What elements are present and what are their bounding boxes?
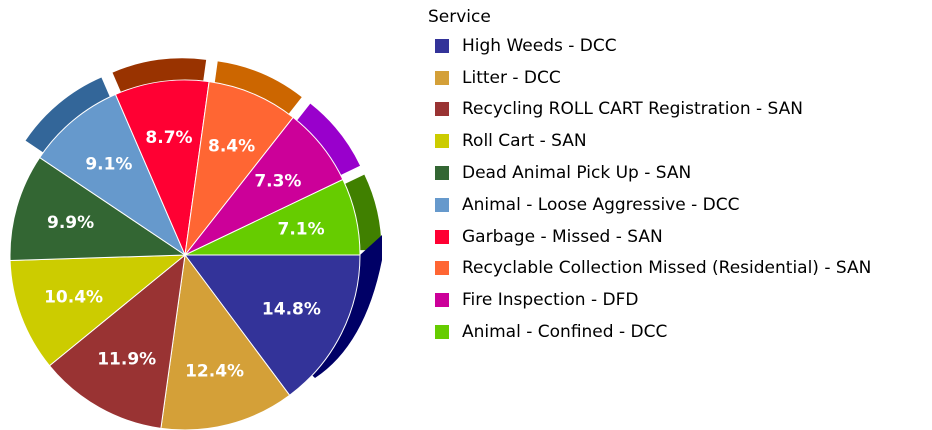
legend-title: Service bbox=[428, 7, 491, 27]
legend-swatch bbox=[435, 102, 449, 117]
legend-swatch bbox=[435, 261, 449, 276]
pie-slice-5 bbox=[9, 156, 187, 262]
pie-slice-label-6: 9.1% bbox=[85, 155, 132, 175]
legend-item: Fire Inspection - DFD bbox=[428, 284, 871, 316]
pie-slice-label-9: 7.3% bbox=[254, 172, 301, 192]
legend-items: High Weeds - DCC Litter - DCC Recycling RO… bbox=[428, 30, 871, 348]
legend-swatch bbox=[435, 197, 449, 212]
legend-swatch bbox=[435, 166, 449, 181]
pie-slice-7 bbox=[114, 79, 210, 257]
legend-item: Litter - DCC bbox=[428, 62, 871, 94]
pie-slice-2 bbox=[160, 253, 291, 430]
legend-label: Garbage - Missed - SAN bbox=[462, 226, 663, 247]
pie-slice-8 bbox=[184, 81, 294, 257]
legend-swatch bbox=[435, 134, 449, 149]
legend-item: Roll Cart - SAN bbox=[428, 125, 871, 157]
legend-label: Recyclable Collection Missed (Residentia… bbox=[462, 258, 872, 279]
legend-item: High Weeds - DCC bbox=[428, 30, 871, 62]
legend-item: Garbage - Missed - SAN bbox=[428, 221, 871, 253]
legend-label: Recycling ROLL CART Registration - SAN bbox=[462, 99, 803, 120]
pie-slice-4 bbox=[9, 254, 187, 367]
legend-label: Fire Inspection - DFD bbox=[462, 290, 639, 311]
legend-swatch bbox=[435, 325, 449, 340]
pie-slice-3 bbox=[48, 253, 186, 429]
legend-item: Recyclable Collection Missed (Residentia… bbox=[428, 253, 871, 285]
legend-item: Recycling ROLL CART Registration - SAN bbox=[428, 94, 871, 126]
legend-label: Animal - Confined - DCC bbox=[462, 322, 668, 343]
legend-label: High Weeds - DCC bbox=[462, 35, 617, 56]
legend-swatch bbox=[435, 38, 449, 53]
pie-slice-10 bbox=[184, 178, 361, 256]
legend-label: Animal - Loose Aggressive - DCC bbox=[462, 194, 740, 215]
legend-item: Animal - Confined - DCC bbox=[428, 316, 871, 348]
pie-slice-label-8: 8.4% bbox=[208, 137, 255, 157]
legend: Service High Weeds - DCC Litter - DCC Recy… bbox=[428, 4, 871, 348]
pie-slices bbox=[9, 79, 361, 430]
legend-label: Dead Animal Pick Up - SAN bbox=[462, 163, 692, 184]
pie-slice-label-3: 11.9% bbox=[97, 350, 156, 370]
pie-slice-label-4: 10.4% bbox=[44, 288, 103, 308]
pie-data-labels: 14.8% 12.4% 11.9% 10.4% 9.9% 9.1% 8.7% 8.4% 7.3%… bbox=[44, 128, 325, 381]
legend-swatch bbox=[435, 70, 449, 85]
pie-slice-6 bbox=[38, 93, 187, 257]
legend-swatch bbox=[435, 293, 449, 308]
pie-slice-label-1: 14.8% bbox=[262, 299, 321, 319]
legend-item: Dead Animal Pick Up - SAN bbox=[428, 157, 871, 189]
legend-label: Roll Cart - SAN bbox=[462, 131, 587, 152]
pie-slice-label-5: 9.9% bbox=[47, 213, 94, 233]
pie-slice-label-2: 12.4% bbox=[185, 361, 244, 381]
pie-slice-label-10: 7.1% bbox=[278, 220, 325, 240]
legend-label: Litter - DCC bbox=[462, 67, 561, 88]
legend-item: Animal - Loose Aggressive - DCC bbox=[428, 189, 871, 221]
legend-swatch bbox=[435, 229, 449, 244]
pie-slice-1 bbox=[184, 254, 361, 396]
pie-slice-label-7: 8.7% bbox=[145, 128, 192, 148]
pie-chart: 14.8% 12.4% 11.9% 10.4% 9.9% 9.1% 8.7% 8.4% 7.3%… bbox=[9, 58, 382, 430]
